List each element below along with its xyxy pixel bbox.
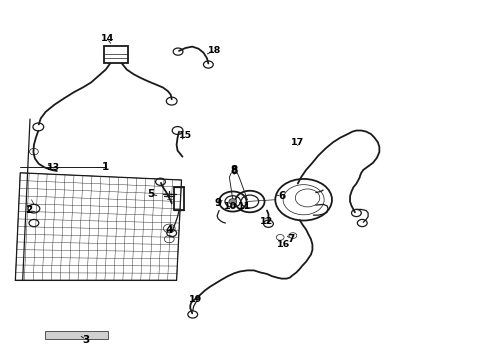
Text: 9: 9: [215, 198, 221, 208]
Text: 1: 1: [102, 162, 109, 172]
Circle shape: [229, 199, 237, 204]
Text: 15: 15: [179, 131, 192, 140]
Text: 14: 14: [100, 34, 114, 43]
Text: 19: 19: [189, 294, 202, 303]
Text: 4: 4: [166, 225, 173, 235]
Text: 13: 13: [47, 163, 60, 172]
Text: 16: 16: [276, 240, 290, 249]
Text: 2: 2: [25, 206, 33, 216]
Text: 6: 6: [278, 191, 285, 201]
Text: 11: 11: [238, 202, 252, 211]
Bar: [174, 187, 184, 211]
Text: 8: 8: [231, 166, 238, 176]
Text: 7: 7: [288, 234, 295, 244]
Text: 12: 12: [260, 217, 273, 226]
Text: 10: 10: [224, 202, 237, 211]
Text: 3: 3: [83, 334, 90, 345]
Text: 5: 5: [147, 189, 155, 199]
Bar: [104, 46, 128, 63]
Text: 17: 17: [291, 138, 304, 147]
Text: 8: 8: [231, 165, 238, 175]
Text: 18: 18: [208, 46, 221, 55]
Bar: [45, 330, 108, 338]
